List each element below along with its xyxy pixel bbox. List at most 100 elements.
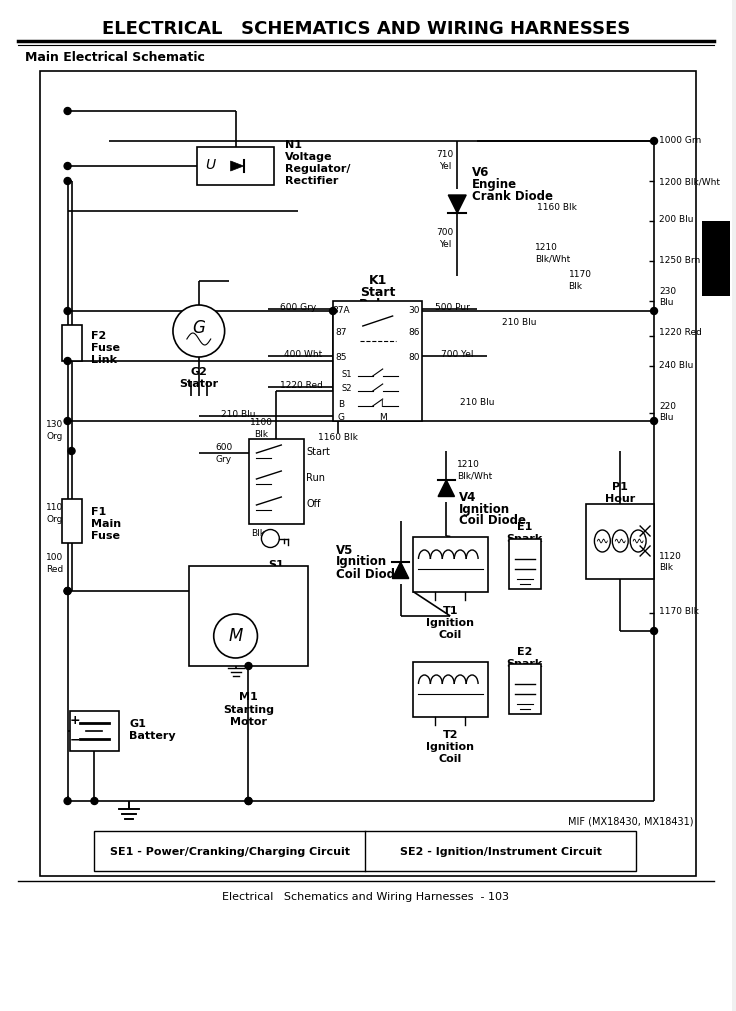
Circle shape (651, 419, 657, 425)
Text: Gry: Gry (216, 454, 232, 463)
Text: G2: G2 (191, 367, 208, 377)
Text: 30: 30 (408, 305, 420, 314)
Text: G1: G1 (130, 718, 146, 728)
Text: Stator: Stator (180, 379, 219, 388)
Ellipse shape (595, 531, 610, 552)
Text: B: B (338, 399, 344, 408)
Text: 600: 600 (215, 442, 233, 451)
Text: Relay: Relay (358, 297, 397, 310)
Text: Ignition: Ignition (459, 502, 510, 515)
Text: 1210: 1210 (457, 459, 480, 468)
Text: K1: K1 (369, 273, 387, 286)
Text: M: M (228, 627, 243, 644)
Text: U: U (205, 158, 216, 172)
Text: Blk: Blk (253, 604, 267, 613)
Polygon shape (448, 196, 466, 213)
Text: V5: V5 (336, 543, 353, 556)
Text: Link: Link (91, 355, 118, 365)
Bar (189, 566, 308, 666)
Text: 80: 80 (408, 352, 420, 361)
Text: Battery: Battery (130, 730, 176, 740)
Text: 210 Blu: 210 Blu (222, 409, 256, 419)
Text: G: G (337, 412, 344, 422)
Circle shape (651, 139, 657, 146)
Text: Blk/Wht: Blk/Wht (535, 254, 570, 263)
Text: 600 Gry: 600 Gry (280, 302, 316, 311)
Text: 87A: 87A (332, 305, 350, 314)
Text: V6: V6 (473, 166, 489, 178)
Circle shape (64, 164, 71, 170)
Text: Yel: Yel (439, 240, 451, 249)
Text: Start: Start (306, 447, 330, 457)
Text: 1160 Blk: 1160 Blk (318, 432, 358, 441)
Circle shape (68, 448, 75, 455)
Text: Main Electrical Schematic: Main Electrical Schematic (25, 51, 205, 64)
Text: 86: 86 (408, 328, 420, 337)
Text: 100: 100 (46, 552, 63, 561)
Text: E2: E2 (517, 646, 533, 656)
Text: S2: S2 (342, 383, 352, 392)
Circle shape (651, 628, 657, 635)
Text: Voltage: Voltage (286, 152, 333, 162)
Text: Ignition: Ignition (336, 555, 387, 568)
Text: T1: T1 (442, 605, 458, 615)
Text: Blk/Wht: Blk/Wht (457, 471, 492, 480)
Bar (197, 148, 275, 186)
Bar (70, 712, 119, 751)
Text: Ignition: Ignition (426, 617, 474, 627)
Text: SE1 - Power/Cranking/Charging Circuit: SE1 - Power/Cranking/Charging Circuit (110, 846, 350, 856)
Text: E1: E1 (517, 522, 533, 532)
Text: 1000 Grn: 1000 Grn (659, 135, 701, 145)
Bar (40, 72, 696, 877)
Text: 500 Pur: 500 Pur (435, 302, 470, 311)
Text: 1250 Brn: 1250 Brn (659, 255, 700, 264)
Text: 240 Blu: 240 Blu (659, 360, 693, 369)
Ellipse shape (612, 531, 629, 552)
Text: S1: S1 (269, 559, 284, 569)
Text: F1: F1 (91, 507, 107, 517)
Text: Engine: Engine (473, 177, 517, 190)
Circle shape (64, 108, 71, 115)
Text: Blk: Blk (252, 529, 266, 538)
Text: 700: 700 (436, 227, 454, 237)
Circle shape (64, 588, 71, 594)
Text: 400 Wht: 400 Wht (284, 349, 322, 358)
Text: Starting: Starting (223, 705, 274, 715)
Text: Motor: Motor (230, 716, 267, 726)
Text: Coil Diode: Coil Diode (336, 567, 403, 580)
Text: F2: F2 (91, 331, 107, 341)
Text: Org: Org (46, 431, 63, 440)
Text: Fuse: Fuse (91, 531, 121, 541)
Text: Coil Diode: Coil Diode (459, 514, 526, 527)
Circle shape (64, 798, 71, 805)
Circle shape (651, 308, 657, 315)
Bar (249, 439, 304, 524)
Text: 1100: 1100 (253, 591, 277, 601)
Text: Switch: Switch (255, 583, 297, 592)
Text: 210 Blu: 210 Blu (502, 317, 537, 327)
Text: Crank Diode: Crank Diode (473, 189, 553, 202)
Text: +: + (69, 713, 80, 726)
Text: S1: S1 (342, 369, 352, 378)
Text: Main: Main (91, 519, 121, 529)
Bar (413, 537, 487, 591)
Text: 220
Blu: 220 Blu (659, 402, 676, 422)
Text: 1100: 1100 (252, 517, 275, 526)
Text: Coil: Coil (439, 629, 462, 639)
Text: P1: P1 (612, 481, 629, 491)
Circle shape (64, 308, 71, 315)
Text: G: G (192, 318, 205, 337)
Circle shape (245, 798, 252, 805)
Text: 1220 Red: 1220 Red (659, 328, 702, 337)
Bar (413, 662, 487, 717)
Text: MIF (MX18430, MX18431): MIF (MX18430, MX18431) (568, 816, 694, 826)
Bar (509, 540, 541, 589)
Text: Start: Start (360, 285, 395, 298)
Text: −: − (69, 733, 79, 746)
Text: ELECTRICAL   SCHEMATICS AND WIRING HARNESSES: ELECTRICAL SCHEMATICS AND WIRING HARNESS… (102, 20, 630, 38)
Bar (509, 664, 541, 715)
Circle shape (64, 588, 71, 594)
Text: Fuse: Fuse (91, 343, 121, 353)
Circle shape (173, 305, 224, 358)
Polygon shape (230, 162, 244, 172)
